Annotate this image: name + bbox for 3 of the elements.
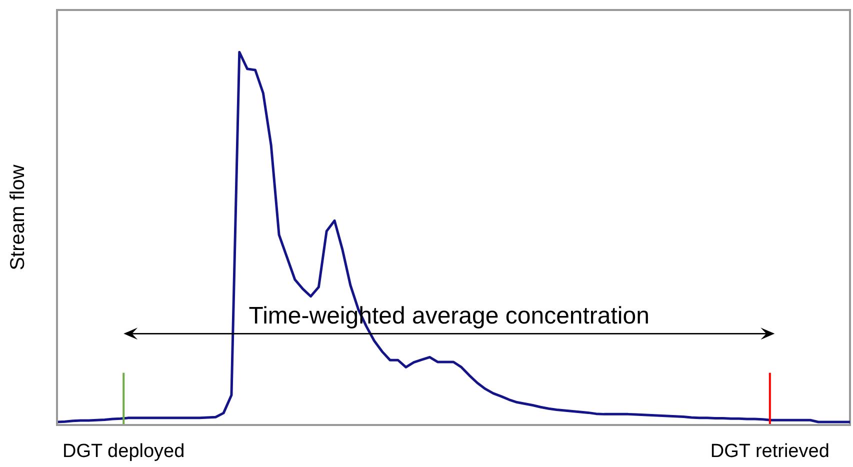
- text: DGT deployed: [62, 441, 185, 462]
- text: DGT retrieved: [710, 441, 830, 462]
- y-axis-title: Stream flow: [7, 164, 30, 270]
